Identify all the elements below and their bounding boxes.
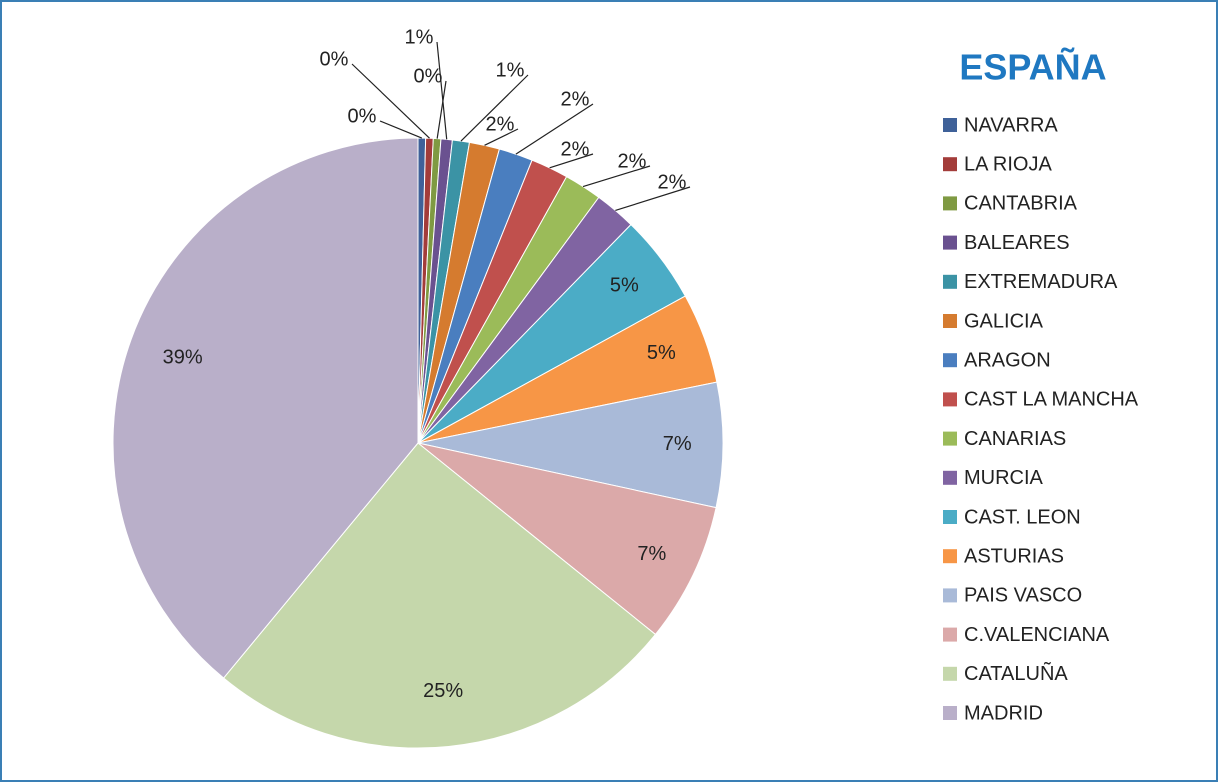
chart-title: ESPAÑA (959, 46, 1106, 88)
data-label: 7% (663, 433, 692, 455)
data-label: 2% (486, 113, 515, 135)
leader-line (379, 120, 423, 139)
data-label: 0% (414, 65, 443, 87)
data-label: 39% (163, 347, 203, 369)
data-label: 25% (423, 680, 463, 702)
legend-label: CATALUÑA (964, 661, 1068, 685)
legend-label: C.VALENCIANA (964, 624, 1110, 646)
legend-label: ARAGON (964, 349, 1051, 371)
data-label: 1% (496, 59, 525, 81)
data-label: 2% (618, 150, 647, 172)
data-label: 1% (405, 26, 434, 48)
legend-label: LA RIOJA (964, 153, 1052, 175)
legend-label: MADRID (964, 702, 1043, 724)
legend-label: CAST LA MANCHA (964, 389, 1139, 411)
legend-label: CANTABRIA (964, 193, 1078, 215)
legend-swatch (943, 627, 957, 642)
leader-line (436, 80, 447, 139)
legend-label: MURCIA (964, 467, 1044, 489)
legend-swatch (943, 118, 957, 132)
pie-slice (417, 381, 724, 509)
legend-swatch (943, 470, 957, 485)
data-label: 0% (320, 48, 349, 70)
legend-swatch (943, 706, 957, 720)
legend-label: CANARIAS (964, 428, 1066, 450)
legend-swatch (943, 353, 957, 368)
data-label: 7% (637, 543, 666, 565)
leader-line (582, 165, 651, 188)
leader-line (460, 74, 529, 142)
pie-slice (112, 137, 419, 679)
legend-swatch (943, 157, 957, 172)
legend-swatch (943, 588, 957, 603)
legend-swatch (943, 314, 957, 328)
pie-slice (222, 442, 657, 749)
legend-swatch (943, 196, 957, 211)
pie-slice (417, 442, 717, 636)
legend-label: PAIS VASCO (964, 585, 1082, 607)
legend-label: GALICIA (964, 310, 1044, 332)
legend-swatch (943, 392, 957, 407)
legend-swatch (943, 274, 957, 289)
legend-swatch (943, 666, 957, 681)
legend-swatch (943, 510, 957, 524)
leader-line (436, 41, 448, 140)
legend-label: BALEARES (964, 232, 1070, 254)
leader-line (615, 186, 691, 212)
data-label: 0% (348, 105, 377, 127)
leader-line (351, 63, 430, 139)
leader-line (549, 153, 594, 169)
legend-swatch (943, 431, 957, 446)
leader-line (484, 128, 519, 146)
legend-label: EXTREMADURA (964, 271, 1118, 293)
legend-label: CAST. LEON (964, 506, 1081, 528)
legend-swatch (943, 549, 957, 564)
legend-label: ASTURIAS (964, 545, 1064, 567)
legend-label: NAVARRA (964, 114, 1058, 136)
data-label: 2% (561, 138, 590, 160)
data-label: 2% (658, 171, 687, 193)
data-label: 5% (610, 274, 639, 296)
data-label: 2% (561, 88, 590, 110)
legend-swatch (943, 235, 957, 250)
data-label: 5% (647, 342, 676, 364)
leader-line (515, 103, 594, 155)
